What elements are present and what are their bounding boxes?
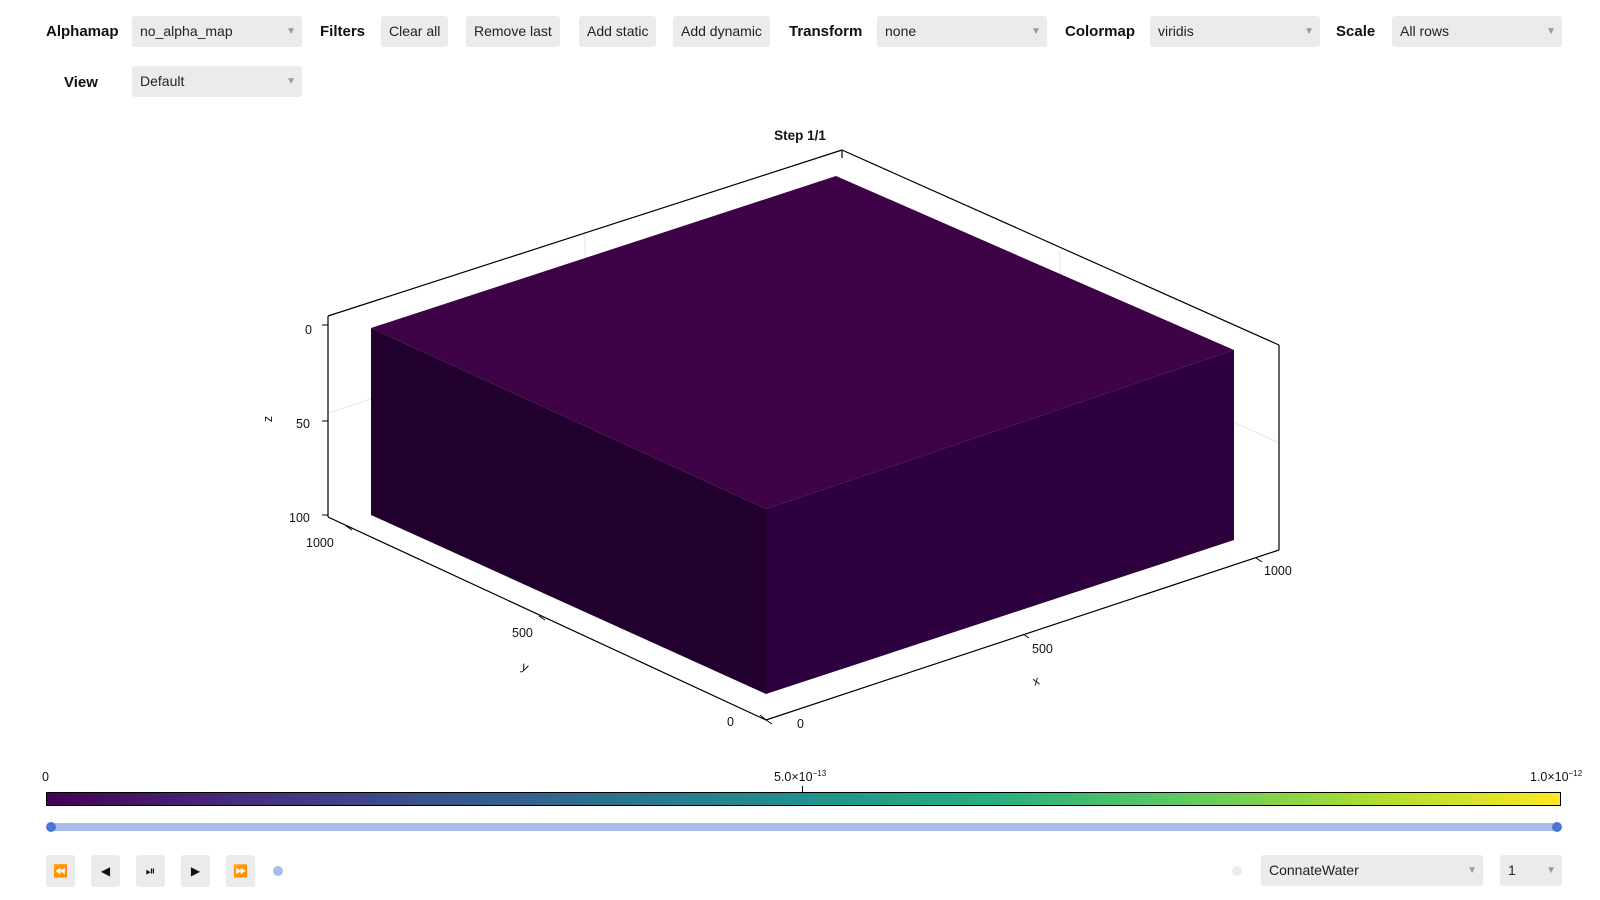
play-button[interactable]: ▶ [181, 855, 210, 887]
property-dropdown[interactable]: ConnateWater ▼ [1261, 855, 1483, 886]
time-slider-track[interactable] [51, 823, 1557, 831]
transform-dropdown[interactable]: none ▼ [877, 16, 1047, 47]
chevron-down-icon: ▼ [286, 76, 296, 87]
step-value: 1 [1508, 862, 1516, 878]
playback-toggle[interactable] [273, 866, 283, 876]
alphamap-value: no_alpha_map [140, 23, 233, 39]
scale-label: Scale [1336, 23, 1376, 40]
chevron-down-icon: ▼ [1546, 26, 1556, 37]
property-value: ConnateWater [1269, 862, 1359, 878]
z-tick-0: 0 [305, 323, 312, 337]
view-dropdown[interactable]: Default ▼ [132, 66, 302, 97]
play-pause-button[interactable]: ⏯ [136, 855, 165, 887]
y-tick-1000: 1000 [306, 536, 334, 550]
colormap-value: viridis [1158, 23, 1194, 39]
z-axis-label: z [261, 415, 276, 423]
step-dropdown[interactable]: 1 ▼ [1500, 855, 1562, 886]
time-slider-handle[interactable] [1552, 822, 1562, 832]
first-step-button[interactable]: ⏪ [46, 855, 75, 887]
scale-dropdown[interactable]: All rows ▼ [1392, 16, 1562, 47]
view-value: Default [140, 73, 185, 89]
block-left-face [371, 328, 766, 694]
colorbar-mid-label: 5.0×10−13 [774, 769, 826, 784]
colorbar-max-base: 1.0×10 [1530, 770, 1569, 785]
transform-value: none [885, 23, 917, 39]
chevron-down-icon: ▼ [1304, 26, 1314, 37]
x-tick-500: 500 [1032, 642, 1053, 656]
y-tick-0: 0 [727, 715, 734, 729]
y-tick-500: 500 [512, 626, 533, 640]
axis-grid [327, 233, 1280, 721]
x-axis-label: x [1030, 673, 1042, 689]
view-label: View [64, 74, 98, 91]
colorbar-max-exp: −12 [1568, 769, 1583, 778]
clear-all-button[interactable]: Clear all [381, 16, 449, 47]
last-step-button[interactable]: ⏩ [226, 855, 255, 887]
add-dynamic-button[interactable]: Add dynamic [673, 16, 770, 47]
chevron-down-icon: ▼ [1031, 26, 1041, 37]
alphamap-dropdown[interactable]: no_alpha_map ▼ [132, 16, 302, 47]
y-axis-label: y [519, 659, 531, 675]
alphamap-label: Alphamap [46, 23, 119, 40]
colormap-dropdown[interactable]: viridis ▼ [1150, 16, 1320, 47]
previous-step-button[interactable]: ◀ [91, 855, 120, 887]
x-tick-1000: 1000 [1264, 564, 1292, 578]
transform-label: Transform [789, 23, 863, 40]
colorbar-min-label: 0 [42, 770, 49, 784]
z-tick-50: 50 [296, 417, 310, 431]
axis-ticks [322, 324, 1263, 725]
filters-label: Filters [320, 23, 366, 40]
colorbar-mid-tick [802, 786, 803, 792]
chevron-down-icon: ▼ [1546, 865, 1556, 876]
block-front-face [766, 350, 1234, 694]
colorbar-max-label: 1.0×10−12 [1530, 769, 1582, 784]
property-toggle[interactable] [1232, 866, 1242, 876]
block-top-face [371, 176, 1234, 509]
axis-frame [327, 149, 1280, 721]
chevron-down-icon: ▼ [286, 26, 296, 37]
colorbar-mid-base: 5.0×10 [774, 770, 813, 785]
scale-value: All rows [1400, 23, 1450, 39]
x-tick-0: 0 [797, 717, 804, 731]
colorbar [46, 792, 1561, 806]
remove-last-button[interactable]: Remove last [466, 16, 560, 47]
back-wall-left [328, 150, 842, 517]
colorbar-mid-exp: −13 [812, 769, 827, 778]
z-tick-100: 100 [289, 511, 310, 525]
colormap-label: Colormap [1065, 23, 1136, 40]
time-slider-start-handle[interactable] [46, 822, 56, 832]
plot-title: Step 1/1 [774, 128, 826, 143]
add-static-button[interactable]: Add static [579, 16, 657, 47]
chevron-down-icon: ▼ [1467, 865, 1477, 876]
